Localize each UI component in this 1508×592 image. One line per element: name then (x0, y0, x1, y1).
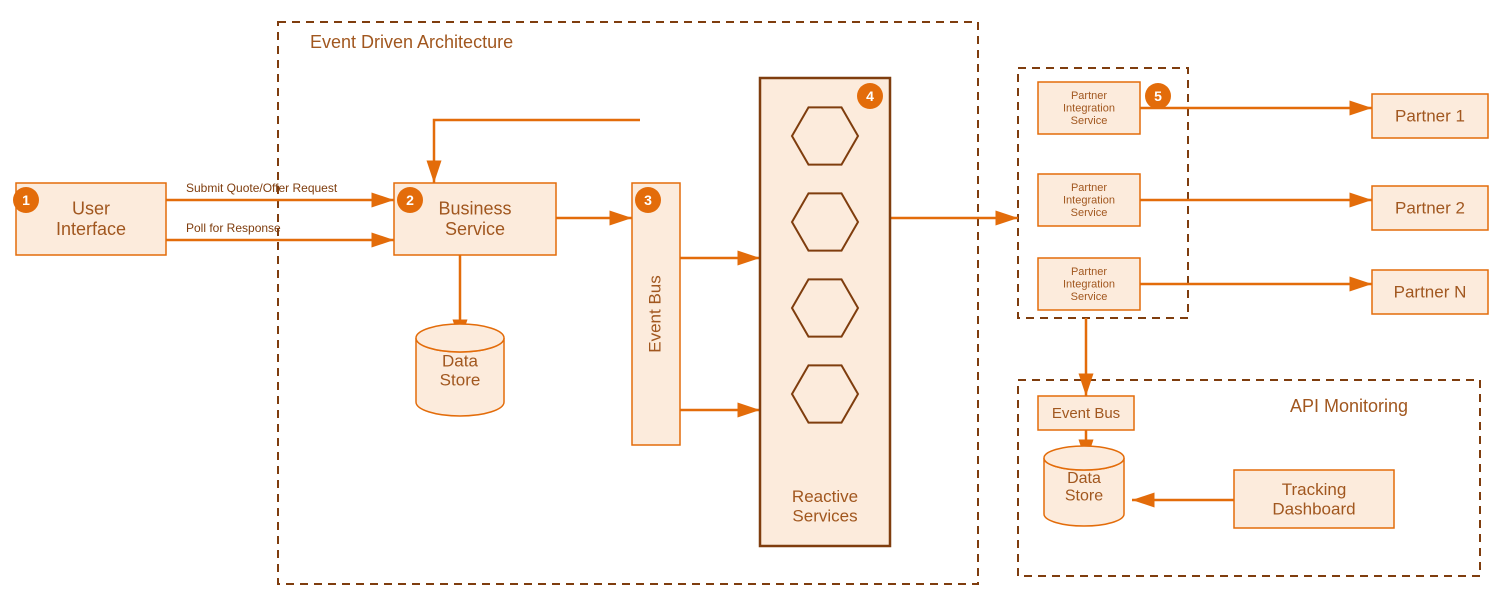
badge-4: 4 (857, 83, 883, 109)
node-trk: TrackingDashboard (1234, 470, 1394, 528)
architecture-diagram: Event Driven Architecture API Monitoring S… (0, 0, 1508, 592)
edge (434, 120, 640, 183)
node-label-p2: Partner 2 (1395, 199, 1465, 218)
badge-2: 2 (397, 187, 423, 213)
node-label-ebus2: Event Bus (1052, 405, 1120, 422)
badge-1: 1 (13, 187, 39, 213)
badge-number-5: 5 (1154, 88, 1162, 104)
node-ebus2: Event Bus (1038, 396, 1134, 430)
node-label-rs: ReactiveServices (792, 487, 858, 526)
node-pis2: PartnerIntegrationService (1038, 174, 1140, 226)
datastore-label-ds2: DataStore (1065, 470, 1103, 505)
container-title-mon: API Monitoring (1290, 396, 1408, 416)
edge-label: Poll for Response (186, 221, 281, 235)
badge-number-4: 4 (866, 88, 874, 104)
badge-number-3: 3 (644, 192, 652, 208)
node-label-p1: Partner 1 (1395, 107, 1465, 126)
node-label-bs: BusinessService (438, 199, 511, 240)
badge-3: 3 (635, 187, 661, 213)
datastore-ds1: DataStore (416, 324, 504, 416)
datastore-label-ds1: DataStore (440, 352, 481, 390)
node-pis1: PartnerIntegrationService (1038, 82, 1140, 134)
node-ebus: Event Bus (632, 183, 680, 445)
badge-number-1: 1 (22, 192, 30, 208)
node-p3: Partner N (1372, 270, 1488, 314)
node-p1: Partner 1 (1372, 94, 1488, 138)
datastore-ds2: DataStore (1044, 446, 1124, 526)
node-label-ebus: Event Bus (645, 275, 664, 353)
node-ui: UserInterface (16, 183, 166, 255)
badge-5: 5 (1145, 83, 1171, 109)
edge-label: Submit Quote/Offer Request (186, 181, 338, 195)
node-label-p3: Partner N (1394, 283, 1467, 302)
container-title-eda: Event Driven Architecture (310, 32, 513, 52)
node-label-trk: TrackingDashboard (1272, 480, 1355, 519)
node-pis3: PartnerIntegrationService (1038, 258, 1140, 310)
node-p2: Partner 2 (1372, 186, 1488, 230)
badge-number-2: 2 (406, 192, 414, 208)
